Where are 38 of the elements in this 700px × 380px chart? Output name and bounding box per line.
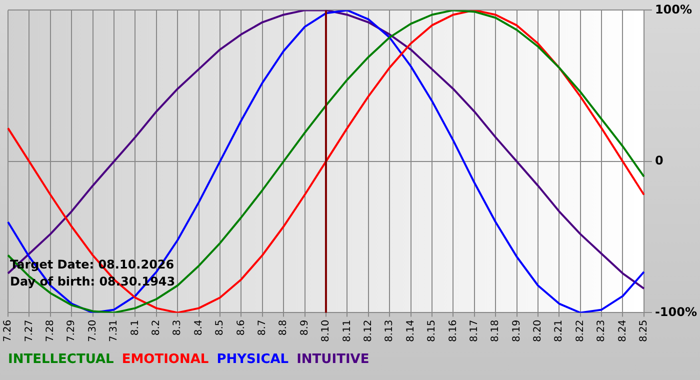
x-tick-label: 7.29 [66,320,78,342]
text: EMOTIONAL [122,352,209,367]
x-tick-label: 8.9 [299,320,310,336]
x-tick-label: 8.7 [256,320,268,336]
x-tick-label: 7.26 [2,320,14,342]
x-tick-label: 8.16 [448,320,459,342]
x-tick-label: 8.22 [574,320,586,342]
x-tick-label: 8.10 [320,320,332,342]
x-tick-label: 8.6 [236,320,247,336]
x-tick-label: 8.12 [362,320,374,342]
y-tick-label: -100% [654,304,698,319]
y-tick-label: 0 [654,154,664,168]
x-tick-label: 8.14 [405,320,416,342]
x-tick-label: 8.15 [426,320,438,342]
x-tick-label: 8.11 [342,320,353,342]
y-tick-label: 100% [654,2,692,16]
x-tick-label: 7.27 [24,320,35,342]
x-tick-label: 8.1 [130,320,141,336]
x-tick-label: 7.31 [108,320,120,342]
x-tick-label: 8.21 [554,320,565,342]
x-tick-label: 8.2 [150,320,162,336]
x-tick-label: 8.8 [278,320,290,336]
x-tick-label: 8.3 [172,320,184,336]
x-tick-label: 8.24 [617,320,628,342]
x-tick-label: 8.25 [638,320,650,342]
x-tick-label: 7.30 [87,320,98,342]
x-tick-label: 8.13 [384,320,396,342]
x-tick-label: 8.5 [214,320,226,336]
x-tick-label: 8.19 [511,320,522,342]
x-tick-label: 8.4 [193,320,204,336]
text: INTUITIVE [296,352,370,367]
x-tick-label: 8.18 [490,320,502,342]
text: INTELLECTUAL [8,352,114,367]
x-tick-label: 8.23 [596,320,608,342]
x-tick-label: 8.20 [532,320,544,342]
text: PHYSICAL [216,352,289,367]
x-tick-label: 7.28 [44,320,56,342]
x-tick-label: 8.17 [468,320,480,342]
